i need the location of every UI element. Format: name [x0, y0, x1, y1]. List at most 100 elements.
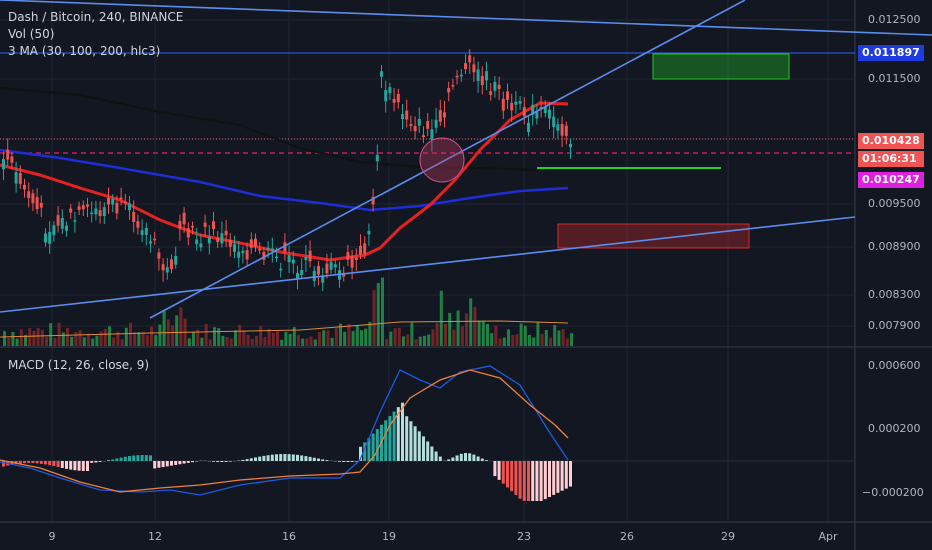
macd-histogram-bar	[35, 461, 39, 464]
volume-bar	[171, 325, 174, 346]
volume-bar	[330, 337, 334, 346]
macd-histogram-bar	[468, 453, 472, 461]
candle-body	[170, 259, 173, 270]
candle-body	[480, 75, 484, 86]
volume-bar	[78, 330, 82, 346]
macd-histogram-bar	[434, 451, 438, 461]
candle-body	[207, 236, 211, 244]
candle-body	[430, 129, 434, 140]
macd-histogram-bar	[325, 460, 329, 461]
volume-bar	[7, 337, 11, 346]
volume-bar	[318, 332, 321, 346]
macd-histogram-bar	[287, 454, 291, 461]
macd-histogram-bar	[275, 454, 278, 461]
candle-body	[405, 110, 409, 120]
candle-body	[39, 202, 43, 208]
volume-bar	[402, 336, 405, 346]
volume-bar	[435, 322, 439, 346]
volume-bar	[347, 324, 351, 346]
volume-bar	[570, 333, 573, 346]
volume-bar	[74, 331, 78, 346]
volume-bar	[427, 334, 431, 346]
macd-histogram-bar	[401, 402, 404, 461]
candle-body	[455, 75, 459, 78]
volume-bar	[112, 337, 116, 346]
macd-histogram-bar	[321, 459, 325, 461]
macd-histogram-bar	[27, 461, 31, 464]
macd-histogram-bar	[367, 437, 371, 461]
candle-body	[359, 245, 362, 255]
price-tick: 0.008300	[868, 288, 921, 301]
volume-bar	[507, 329, 510, 346]
macd-histogram-bar	[220, 461, 224, 462]
volume-bar	[192, 331, 195, 346]
candle-body	[514, 101, 518, 105]
price-tick: 0.007900	[868, 319, 921, 332]
macd-histogram-bar	[459, 453, 463, 461]
candle-body	[308, 250, 312, 262]
volume-bar	[431, 329, 435, 346]
volume-bar	[120, 339, 124, 346]
symbol-legend[interactable]: Dash / Bitcoin, 240, BINANCE	[8, 10, 184, 24]
volume-bar	[82, 337, 86, 346]
macd-histogram-bar	[157, 461, 161, 468]
volume-bar	[179, 307, 183, 346]
volume-bar	[280, 339, 284, 346]
volume-bar	[24, 334, 27, 346]
volume-bar	[288, 333, 292, 346]
volume-bar	[410, 322, 414, 346]
volume-bar	[234, 330, 237, 346]
volume-bar	[238, 324, 242, 346]
macd-histogram-bar	[312, 457, 316, 461]
volume-bar	[162, 310, 166, 346]
macd-histogram-bar	[86, 461, 89, 471]
candle-body	[539, 107, 543, 109]
macd-histogram-bar	[506, 461, 509, 488]
volume-bar	[544, 329, 548, 346]
macd-histogram-bar	[161, 461, 165, 468]
candle-body	[552, 116, 556, 128]
candle-body	[186, 228, 190, 238]
volume-bar	[355, 325, 359, 346]
candle-body	[65, 225, 68, 231]
candle-body	[107, 197, 110, 205]
volume-ma-line	[0, 320, 569, 338]
candle-body	[451, 85, 455, 87]
volume-bar	[200, 337, 204, 346]
macd-histogram-bar	[249, 458, 253, 461]
volume-bar	[150, 326, 153, 346]
blue-level-price-label: 0.011897	[858, 45, 924, 61]
candle-body	[296, 272, 299, 279]
candle-body	[476, 69, 480, 82]
candle-body	[489, 91, 493, 95]
volume-bar	[229, 338, 233, 346]
macd-histogram-bar	[56, 461, 60, 468]
volume-bar	[263, 337, 267, 346]
macd-histogram-bar	[94, 461, 98, 463]
ma-legend[interactable]: 3 MA (30, 100, 200, hlc3)	[8, 44, 161, 58]
macd-histogram-bar	[451, 457, 455, 461]
macd-histogram-bar	[69, 461, 73, 470]
volume-bar	[439, 290, 443, 346]
volume-bar	[154, 335, 158, 346]
volume-bar	[532, 337, 536, 346]
macd-histogram-bar	[212, 461, 215, 462]
volume-bar	[276, 331, 279, 346]
volume-bar	[133, 332, 137, 346]
macd-histogram-bar	[430, 446, 434, 461]
volume-legend[interactable]: Vol (50)	[8, 27, 55, 41]
volume-bar	[339, 323, 342, 346]
candle-body	[174, 255, 178, 265]
macd-legend[interactable]: MACD (12, 26, close, 9)	[8, 358, 150, 372]
candle-body	[396, 93, 400, 103]
macd-histogram-bar	[123, 456, 127, 461]
candle-body	[81, 205, 85, 210]
volume-bar	[549, 337, 552, 346]
volume-bar	[540, 333, 544, 346]
candle-body	[140, 230, 144, 235]
macd-histogram-bar	[65, 461, 68, 469]
volume-bar	[204, 323, 208, 346]
macd-histogram-bar	[493, 461, 497, 477]
candle-body	[254, 238, 257, 247]
